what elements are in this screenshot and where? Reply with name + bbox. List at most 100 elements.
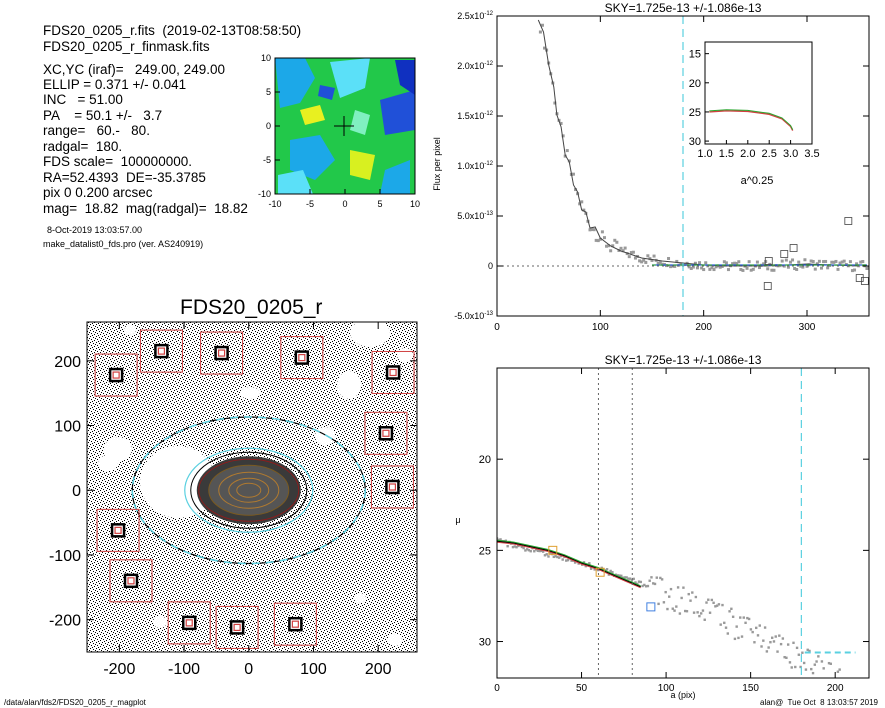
- flux-point: [658, 261, 662, 265]
- flux-point: [623, 246, 627, 250]
- outlier-box: [789, 244, 798, 252]
- mu-point: [623, 576, 627, 579]
- mu-plot-title: SKY=1.725e-13 +/-1.086e-13: [605, 353, 762, 367]
- mu-point: [751, 630, 754, 634]
- mu-point: [749, 628, 753, 631]
- flux-point: [648, 257, 652, 261]
- flux-point: [801, 265, 805, 269]
- masked-star-core: [217, 349, 226, 357]
- mu-point: [533, 550, 536, 553]
- masked-star-core: [112, 371, 120, 379]
- x-tick-label: 200: [695, 322, 712, 333]
- mu-point: [660, 578, 664, 581]
- flux-point: [791, 258, 795, 262]
- mu-point: [742, 616, 745, 619]
- flux-point: [650, 258, 654, 262]
- flux-point: [780, 259, 784, 263]
- mu-point: [733, 637, 737, 641]
- mu-point: [801, 651, 804, 654]
- mu-point: [811, 671, 815, 675]
- flux-point: [646, 254, 650, 258]
- mu-point: [678, 612, 682, 615]
- flux-point: [698, 261, 702, 265]
- y-tick-label: -10: [258, 189, 271, 199]
- mu-point: [715, 604, 719, 607]
- x-tick-label: 0: [494, 683, 500, 694]
- flux-point: [848, 260, 852, 264]
- file-title: FDS20_0205_r.fits (2019-02-13T08:58:50): [43, 23, 302, 38]
- mu-profile-red: [496, 541, 641, 589]
- mu-point: [543, 554, 547, 557]
- outlier-box: [763, 282, 772, 290]
- mu-point: [836, 670, 840, 673]
- mu-point: [538, 549, 541, 553]
- flux-point: [786, 265, 790, 269]
- mu-point: [609, 569, 612, 573]
- mu-point: [731, 615, 735, 618]
- mu-point: [721, 603, 724, 607]
- flux-point: [598, 237, 602, 241]
- flux-point: [735, 261, 739, 265]
- mu-point: [611, 571, 614, 574]
- param-line: pix 0 0.200 arcsec: [43, 185, 153, 200]
- mu-point: [540, 549, 543, 553]
- mu-point: [710, 598, 714, 602]
- inset-x-tick-label: 3.0: [783, 148, 798, 160]
- mu-point: [605, 568, 609, 571]
- mu-point: [797, 653, 801, 656]
- mu-point: [668, 595, 671, 598]
- flux-point: [605, 244, 609, 248]
- mu-point: [685, 610, 689, 613]
- y-tick-label: 2.0x10-12: [457, 61, 493, 71]
- flux-point: [772, 268, 776, 272]
- flux-point: [565, 149, 569, 153]
- galaxy-core-inner: [208, 465, 289, 516]
- mu-point: [625, 576, 628, 579]
- residual-map: [274, 57, 416, 195]
- image-frame: [86, 321, 418, 653]
- mu-point: [659, 576, 662, 580]
- inset-frame: [704, 41, 813, 145]
- mu-point: [497, 537, 499, 540]
- mu-point: [790, 666, 793, 669]
- flux-point: [838, 261, 842, 265]
- mu-point: [557, 556, 561, 559]
- y-tick-label: 5.0x10-13: [457, 211, 493, 221]
- mu-point: [675, 605, 678, 608]
- mu-point: [522, 546, 525, 550]
- mu-point: [520, 545, 524, 549]
- mu-point: [627, 577, 630, 580]
- mu-point: [497, 538, 500, 542]
- flux-point: [588, 228, 592, 232]
- mu-point: [529, 550, 532, 553]
- flux-point: [731, 262, 735, 266]
- flux-point: [865, 266, 869, 270]
- mu-point: [708, 611, 712, 614]
- mask-region-box: [370, 465, 414, 509]
- masked-star: [108, 367, 124, 383]
- mu-point: [785, 656, 788, 659]
- mu-point: [806, 648, 809, 652]
- inset-y-tick-label: 25: [689, 107, 701, 119]
- mu-point: [723, 621, 726, 625]
- mu-point: [792, 641, 795, 645]
- mu-point: [707, 598, 710, 601]
- mu-point: [755, 626, 758, 630]
- program-line: make_datalist0_fds.pro (ver. AS240919): [43, 239, 204, 249]
- mu-point: [746, 616, 749, 620]
- mu-point: [646, 584, 650, 588]
- x-tick-label: 200: [827, 683, 844, 694]
- flux-point: [770, 268, 774, 272]
- mu-point: [827, 661, 831, 665]
- mu-point: [758, 624, 761, 627]
- flux-point: [751, 267, 755, 271]
- mu-point: [534, 548, 538, 551]
- mu-point: [676, 586, 680, 589]
- mu-point: [703, 618, 706, 621]
- y-tick-label: 2.5x10-12: [457, 11, 493, 21]
- flux-point: [737, 260, 741, 264]
- flux-point: [596, 239, 600, 243]
- mu-frame: [496, 367, 870, 679]
- masked-star: [154, 343, 169, 359]
- mu-point: [739, 616, 742, 619]
